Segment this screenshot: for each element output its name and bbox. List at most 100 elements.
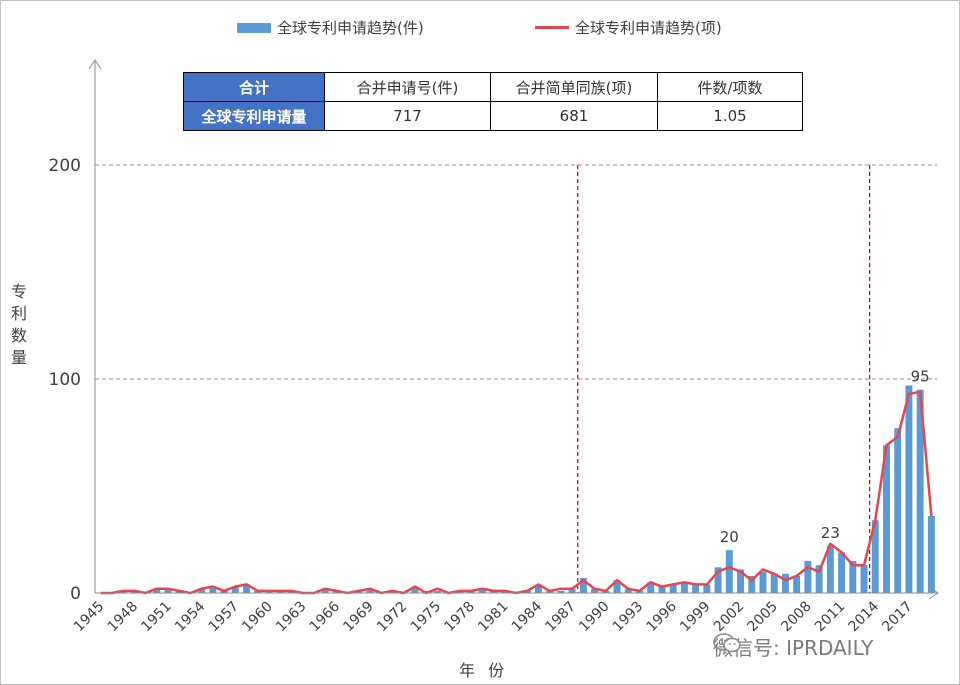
bar bbox=[209, 586, 217, 593]
x-tick-label: 1978 bbox=[441, 599, 478, 636]
x-tick-label: 1975 bbox=[408, 599, 445, 636]
x-tick-label: 2002 bbox=[711, 599, 748, 636]
summary-value-cell: 717 bbox=[324, 101, 491, 131]
summary-value-cell: 681 bbox=[490, 101, 658, 131]
bar bbox=[871, 520, 879, 593]
watermark: 微信号: IPRDAILY bbox=[713, 632, 873, 661]
bar bbox=[725, 550, 733, 593]
bar bbox=[770, 573, 778, 593]
bar bbox=[624, 588, 632, 593]
x-tick-label: 1996 bbox=[643, 598, 680, 635]
bar bbox=[894, 428, 902, 593]
label-layer: 0100200194519481951195419571960196319661… bbox=[49, 156, 930, 635]
bar bbox=[905, 385, 913, 593]
x-tick-label: 2011 bbox=[812, 599, 849, 636]
bar bbox=[243, 584, 251, 593]
bar bbox=[759, 571, 767, 593]
y-axis-arrow bbox=[88, 59, 102, 70]
x-tick-label: 1987 bbox=[542, 599, 579, 636]
bar bbox=[804, 560, 812, 593]
summary-header-cell: 合并简单同族(项) bbox=[490, 72, 658, 102]
wechat-icon bbox=[713, 633, 741, 653]
bar bbox=[433, 590, 441, 593]
x-tick-label: 1990 bbox=[576, 599, 613, 636]
bar bbox=[164, 588, 172, 593]
x-tick-label: 2005 bbox=[745, 599, 782, 636]
x-tick-label: 2008 bbox=[778, 599, 815, 636]
bar bbox=[153, 588, 161, 593]
x-tick-label: 1963 bbox=[273, 599, 310, 636]
legend-bar-label: 全球专利申请趋势(件) bbox=[277, 19, 424, 37]
bar bbox=[826, 545, 834, 593]
legend-line-label: 全球专利申请趋势(项) bbox=[575, 19, 722, 37]
summary-data-row: 全球专利申请量 717 681 1.05 bbox=[183, 101, 803, 131]
bar bbox=[478, 588, 486, 593]
bar bbox=[198, 588, 206, 593]
summary-header-cell: 件数/项数 bbox=[657, 72, 803, 102]
y-axis-label: 专 利 数 量 bbox=[9, 281, 29, 369]
grid-layer bbox=[95, 164, 937, 380]
bar bbox=[714, 567, 722, 593]
x-tick-label: 1957 bbox=[206, 599, 243, 636]
bar bbox=[579, 578, 587, 593]
x-tick-label: 1948 bbox=[105, 599, 142, 636]
bar bbox=[231, 586, 239, 593]
data-label: 95 bbox=[911, 368, 930, 386]
legend-item-line: 全球专利申请趋势(项) bbox=[535, 17, 722, 38]
bar bbox=[534, 584, 542, 593]
x-tick-label: 2017 bbox=[879, 599, 916, 636]
bar bbox=[838, 552, 846, 593]
bar bbox=[882, 445, 890, 593]
legend-bar-swatch bbox=[237, 22, 271, 33]
bar bbox=[849, 560, 857, 593]
summary-header-row: 合计 合并申请号(件) 合并简单同族(项) 件数/项数 bbox=[183, 72, 803, 102]
bar-layer bbox=[119, 385, 935, 593]
y-axis-label-char: 专 bbox=[10, 282, 27, 301]
data-label: 20 bbox=[720, 528, 739, 546]
x-tick-label: 1981 bbox=[475, 599, 512, 636]
bar bbox=[568, 588, 576, 593]
legend-item-bars: 全球专利申请趋势(件) bbox=[237, 17, 424, 38]
summary-value-cell: 1.05 bbox=[657, 101, 803, 131]
data-label: 23 bbox=[821, 524, 840, 542]
x-tick-label: 1969 bbox=[340, 599, 377, 636]
bar bbox=[658, 586, 666, 593]
y-tick-label: 100 bbox=[49, 370, 81, 390]
x-tick-label: 1951 bbox=[138, 599, 175, 636]
bar bbox=[669, 584, 677, 593]
bar bbox=[647, 582, 655, 593]
legend-line-swatch bbox=[535, 26, 569, 29]
y-tick-label: 200 bbox=[49, 156, 81, 176]
y-tick-label: 0 bbox=[70, 584, 81, 604]
y-axis-label-char: 数 bbox=[10, 326, 27, 345]
bar bbox=[411, 586, 419, 593]
bar bbox=[613, 580, 621, 593]
x-tick-label: 1993 bbox=[610, 599, 647, 636]
y-axis-label-char: 量 bbox=[10, 348, 27, 367]
bar bbox=[366, 588, 374, 593]
x-tick-label: 1954 bbox=[172, 598, 209, 635]
bar bbox=[815, 565, 823, 593]
bar bbox=[916, 389, 924, 593]
bar bbox=[557, 590, 565, 593]
bar bbox=[860, 565, 868, 593]
bar bbox=[680, 582, 688, 593]
x-tick-label: 1972 bbox=[374, 599, 411, 636]
bar bbox=[793, 575, 801, 593]
bar bbox=[692, 584, 700, 593]
guide-layer bbox=[577, 165, 871, 593]
axis-layer bbox=[88, 59, 939, 600]
x-axis-arrow bbox=[928, 586, 939, 600]
x-tick-label: 1984 bbox=[509, 598, 546, 635]
x-tick-label: 1999 bbox=[677, 599, 714, 636]
bar bbox=[748, 575, 756, 593]
x-tick-label: 1960 bbox=[239, 599, 276, 636]
legend: 全球专利申请趋势(件) 全球专利申请趋势(项) bbox=[1, 17, 959, 41]
bar bbox=[781, 573, 789, 593]
x-tick-label: 1966 bbox=[307, 598, 344, 635]
summary-header-cell: 合计 bbox=[183, 72, 325, 102]
bar bbox=[591, 588, 599, 593]
bar bbox=[703, 584, 711, 593]
